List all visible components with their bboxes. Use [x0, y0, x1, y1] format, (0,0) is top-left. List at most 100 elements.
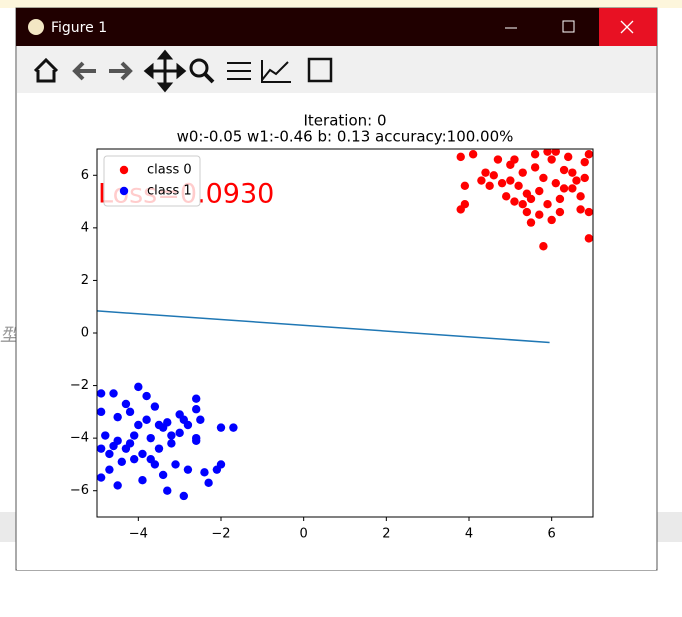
point: [113, 412, 122, 422]
point: [539, 242, 548, 251]
y-tick-label: −2: [70, 378, 89, 393]
x-tick-label: 2: [382, 527, 390, 542]
point: [497, 178, 507, 188]
point: [580, 157, 589, 167]
point: [192, 436, 201, 445]
point: [506, 176, 515, 185]
point: [468, 150, 478, 159]
point: [539, 173, 548, 183]
point: [146, 433, 155, 443]
point: [485, 181, 494, 190]
point: [576, 192, 585, 201]
point: [183, 465, 193, 474]
point: [477, 176, 486, 185]
point: [130, 454, 139, 464]
point: [547, 215, 556, 225]
app-icon: [28, 19, 44, 35]
point: [179, 491, 188, 501]
point: [551, 178, 560, 188]
point: [105, 465, 114, 474]
point: [97, 389, 106, 398]
point: [229, 423, 238, 432]
background-strip: [0, 0, 682, 8]
point: [514, 181, 523, 190]
point: [510, 197, 519, 206]
point: [555, 207, 565, 217]
point: [167, 431, 176, 440]
point: [559, 184, 569, 193]
point: [154, 420, 164, 430]
point: [134, 382, 143, 392]
x-tick-label: −2: [211, 527, 230, 542]
y-tick-label: 4: [81, 220, 89, 235]
point: [481, 168, 490, 177]
point: [576, 205, 585, 214]
point: [158, 470, 168, 480]
background-text: 型: [0, 325, 20, 346]
y-tick-label: −6: [70, 483, 89, 498]
point: [138, 449, 147, 459]
point: [142, 391, 151, 401]
point: [97, 407, 106, 417]
title-bar: [16, 8, 657, 46]
point: [200, 468, 209, 477]
point: [142, 415, 151, 424]
point: [97, 473, 106, 482]
home-button[interactable]: [33, 57, 59, 83]
y-tick-label: 2: [81, 273, 89, 288]
edit-button[interactable]: [261, 60, 291, 83]
point: [584, 207, 593, 217]
point: [584, 150, 593, 159]
y-tick-label: 6: [81, 168, 89, 183]
point: [460, 181, 470, 190]
window: Figure 1: [15, 7, 658, 571]
legend-marker: [119, 165, 129, 175]
point: [535, 186, 544, 196]
zoom-button[interactable]: [189, 58, 209, 78]
point: [175, 428, 184, 438]
point: [192, 394, 201, 403]
point: [216, 423, 226, 432]
window-title: Figure 1: [51, 20, 107, 36]
point: [163, 486, 172, 495]
subplots-button[interactable]: [227, 62, 251, 80]
point: [551, 149, 560, 156]
point: [543, 149, 552, 156]
point: [555, 194, 565, 204]
point: [489, 171, 498, 180]
x-tick-label: 6: [548, 527, 556, 542]
point: [117, 457, 127, 466]
point: [171, 460, 180, 469]
point: [97, 444, 106, 453]
point: [547, 155, 556, 164]
legend-marker: [119, 186, 129, 196]
point: [121, 399, 131, 409]
point: [109, 389, 118, 398]
point: [572, 176, 581, 185]
point: [101, 431, 110, 440]
point: [580, 173, 589, 183]
point: [154, 444, 164, 453]
point: [518, 168, 527, 177]
close-icon: [620, 20, 634, 34]
point: [138, 476, 147, 485]
x-tick-label: −4: [129, 527, 148, 542]
point: [530, 163, 540, 172]
chart-title: Iteration: 0: [304, 112, 387, 130]
point: [543, 200, 552, 209]
point: [212, 465, 222, 474]
close-button[interactable]: [599, 8, 657, 46]
forward-button[interactable]: [109, 61, 133, 81]
maximize-button[interactable]: [562, 20, 575, 33]
legend-label: class 0: [147, 163, 192, 178]
point: [568, 184, 577, 193]
point: [456, 152, 465, 162]
point: [167, 439, 176, 448]
point: [125, 407, 135, 417]
point: [522, 189, 532, 198]
back-button[interactable]: [72, 61, 96, 81]
save-button[interactable]: [307, 57, 333, 83]
chart-subtitle: w0:-0.05 w1:-0.46 b: 0.13 accuracy:100.0…: [177, 128, 514, 146]
pan-button[interactable]: [143, 49, 187, 93]
legend-box: [103, 155, 201, 207]
